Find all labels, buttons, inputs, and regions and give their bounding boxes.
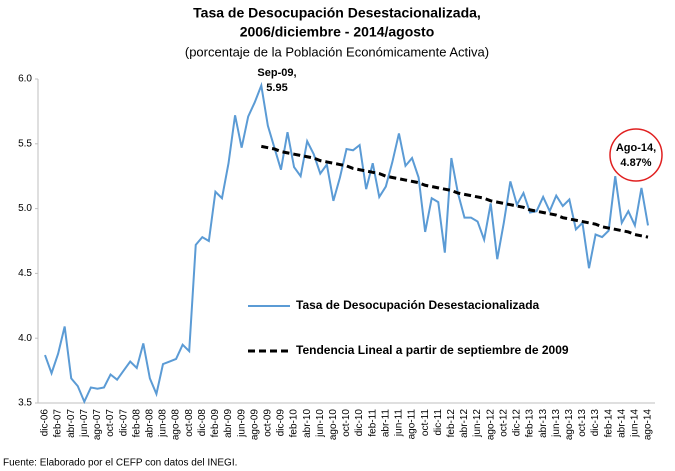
x-tick-label: feb-11 [367, 409, 378, 437]
x-tick-label: feb-08 [131, 409, 142, 438]
x-tick-label: abr-12 [459, 409, 470, 438]
legend-label: Tasa de Desocupación Desestacionalizada [296, 298, 540, 312]
x-tick-label: feb-14 [603, 409, 614, 438]
x-tick-label: oct-12 [498, 409, 509, 437]
x-tick-label: dic-09 [276, 409, 287, 437]
x-tick-label: ago-07 [92, 409, 103, 441]
x-tick-label: abr-07 [66, 409, 77, 438]
x-tick-label: jun-14 [630, 409, 641, 438]
annotation: 5.95 [266, 82, 287, 94]
legend-label: Tendencia Lineal a partir de septiembre … [296, 343, 569, 357]
x-tick-label: ago-10 [328, 409, 339, 441]
x-tick-label: jun-13 [551, 409, 562, 438]
x-tick-label: ago-08 [171, 409, 182, 441]
x-tick-label: jun-11 [394, 409, 405, 437]
series-line [44, 81, 649, 405]
x-tick-label: feb-10 [289, 409, 300, 438]
x-tick-label: dic-07 [118, 409, 129, 437]
x-tick-label: dic-13 [590, 409, 601, 437]
y-tick-label: 4.5 [18, 268, 32, 279]
x-tick-label: feb-12 [446, 409, 457, 438]
x-tick-label: dic-10 [354, 409, 365, 437]
x-tick-label: oct-07 [105, 409, 116, 437]
y-tick-label: 4.0 [18, 333, 32, 344]
x-tick-label: ago-09 [249, 409, 260, 441]
x-tick-label: ago-12 [485, 409, 496, 441]
x-tick-label: abr-11 [380, 409, 391, 438]
chart-title: 2006/diciembre - 2014/agosto [240, 24, 435, 40]
x-tick-label: feb-09 [210, 409, 221, 438]
x-tick-label: abr-08 [145, 409, 156, 438]
x-tick-label: jun-08 [158, 409, 169, 438]
y-tick-label: 5.5 [18, 138, 32, 149]
x-tick-label: abr-10 [302, 409, 313, 438]
annotation: Sep-09, [257, 67, 296, 79]
chart-subtitle: (porcentaje de la Población Económicamen… [185, 44, 489, 59]
x-tick-label: oct-10 [341, 409, 352, 437]
x-tick-label: oct-13 [577, 409, 588, 437]
x-tick-label: abr-13 [538, 409, 549, 438]
x-tick-label: dic-06 [40, 409, 51, 437]
y-tick-label: 3.5 [18, 398, 32, 409]
x-tick-label: oct-09 [262, 409, 273, 437]
source-note: Fuente: Elaborado por el CEFP con datos … [3, 458, 237, 469]
x-tick-label: abr-09 [223, 409, 234, 438]
annotation: Ago-14, [616, 142, 656, 154]
annotation: 4.87% [620, 157, 651, 169]
x-tick-label: dic-11 [433, 409, 444, 436]
annotation-circle [609, 128, 663, 182]
x-tick-label: feb-07 [53, 409, 64, 438]
x-tick-label: ago-11 [407, 409, 418, 440]
x-tick-label: jun-10 [315, 409, 326, 438]
x-tick-label: abr-14 [616, 409, 627, 438]
x-tick-label: jun-07 [79, 409, 90, 438]
x-tick-label: oct-08 [184, 409, 195, 437]
y-tick-label: 5.0 [18, 203, 32, 214]
x-tick-label: ago-14 [643, 409, 654, 441]
y-tick-label: 6.0 [18, 74, 32, 85]
x-tick-label: feb-13 [525, 409, 536, 438]
chart-title: Tasa de Desocupación Desestacionalizada, [193, 5, 481, 21]
x-tick-label: ago-13 [564, 409, 575, 441]
x-tick-label: dic-08 [197, 409, 208, 437]
x-tick-label: oct-11 [420, 409, 431, 436]
series-line [261, 144, 649, 239]
x-tick-label: jun-12 [472, 409, 483, 438]
x-tick-label: dic-12 [512, 409, 523, 437]
x-tick-label: jun-09 [236, 409, 247, 438]
